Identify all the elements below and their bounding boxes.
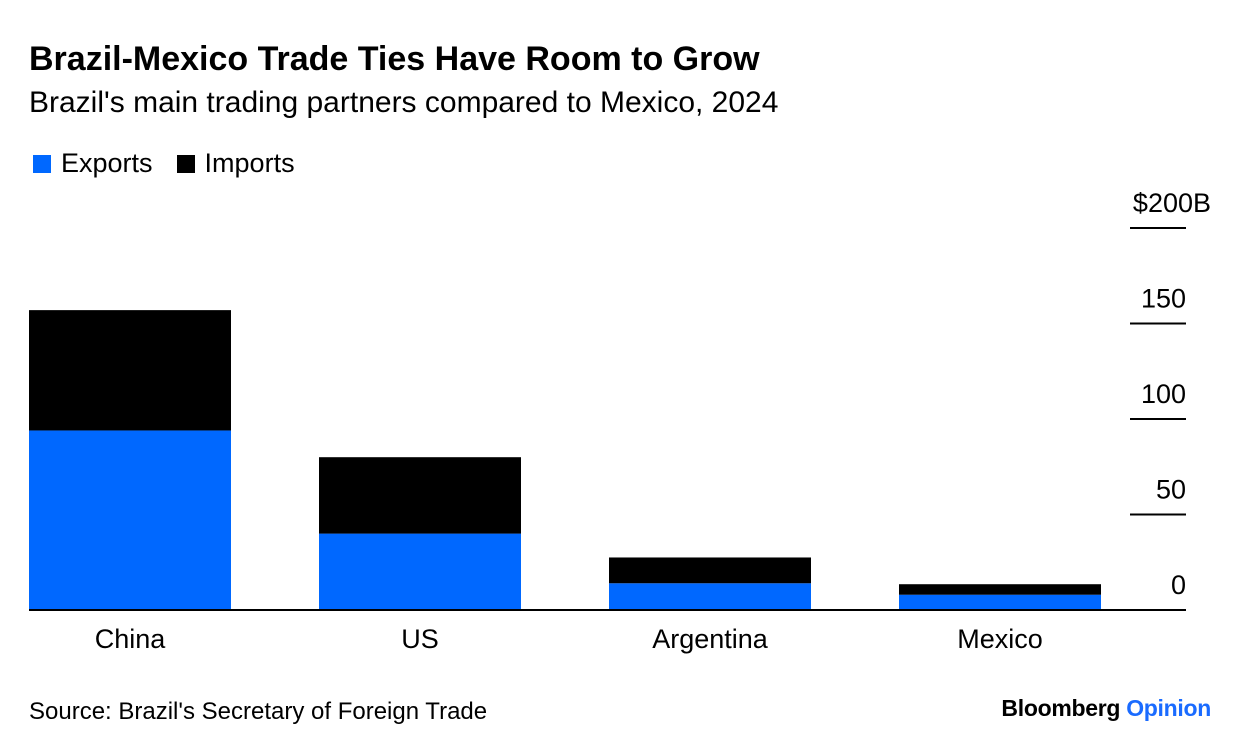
y-tick-label: 0 [1171, 570, 1186, 600]
legend-swatch-imports [176, 154, 195, 173]
legend-swatch-exports [33, 154, 51, 173]
x-tick-label: China [95, 624, 167, 654]
legend: Exports Imports [33, 148, 319, 179]
stacked-bar-chart: China US Argentina Mexico 0 50 100 150 $200B [29, 188, 1211, 654]
brand-logo: Bloomberg Opinion [1001, 695, 1211, 722]
bar-imports-us [319, 457, 521, 534]
brand-opinion: Opinion [1126, 695, 1211, 721]
bar-exports-china [29, 430, 231, 610]
bar-imports-china [29, 310, 231, 431]
bar-imports-argentina [609, 557, 811, 584]
legend-item-imports: Imports [176, 148, 295, 179]
y-tick-label: 150 [1141, 284, 1186, 314]
bar-exports-mexico [899, 594, 1101, 610]
chart-subtitle: Brazil's main trading partners compared … [29, 86, 779, 119]
x-tick-label: Mexico [957, 624, 1043, 654]
x-tick-label: Argentina [652, 624, 769, 654]
y-tick-label: $200B [1133, 188, 1211, 218]
legend-item-exports: Exports [33, 148, 153, 179]
source-note: Source: Brazil's Secretary of Foreign Tr… [29, 698, 488, 725]
legend-label-exports: Exports [61, 148, 153, 178]
bar-imports-mexico [899, 584, 1101, 595]
y-tick-label: 50 [1156, 475, 1186, 505]
brand-name: Bloomberg [1001, 695, 1121, 721]
bar-exports-us [319, 533, 521, 610]
y-tick-label: 100 [1141, 379, 1186, 409]
x-tick-label: US [401, 624, 439, 654]
bar-exports-argentina [609, 583, 811, 610]
legend-label-imports: Imports [204, 148, 295, 178]
chart-title: Brazil-Mexico Trade Ties Have Room to Gr… [29, 40, 760, 78]
